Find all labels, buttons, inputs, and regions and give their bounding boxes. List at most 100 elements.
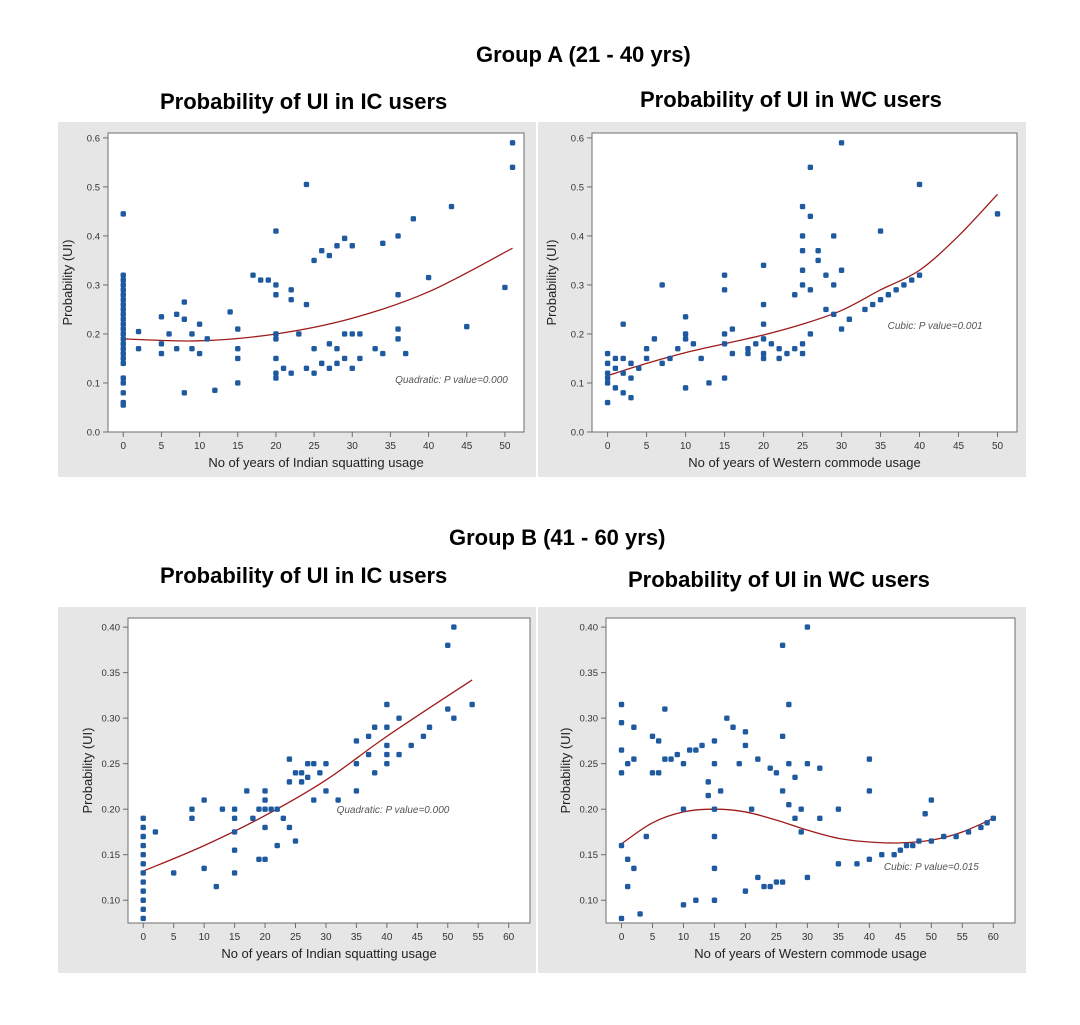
chart-2-data-point	[706, 380, 712, 386]
chart-1-x-tick-label: 10	[194, 441, 206, 452]
chart-2-data-point	[604, 380, 611, 386]
chart-4-x-tick-label: 10	[678, 932, 690, 943]
chart-1-data-point	[120, 336, 126, 342]
chart-2-data-point	[659, 360, 665, 367]
chart-3-data-point	[469, 701, 475, 708]
chart-4-data-point	[792, 815, 798, 821]
chart-4-data-point	[711, 806, 718, 812]
chart-3-data-point	[323, 788, 329, 794]
chart-1-data-point	[250, 272, 256, 278]
group-a-title: Group A (21 - 40 yrs)	[476, 42, 691, 67]
chart-4-data-point	[835, 806, 842, 812]
chart-1-data-point	[257, 277, 264, 283]
chart-4-data-point	[730, 724, 736, 730]
chart-3-data-point	[311, 797, 317, 803]
chart-2-data-point	[604, 370, 611, 376]
chart-2-data-point	[721, 341, 728, 347]
chart-1-data-point	[120, 287, 126, 293]
chart-1-data-point	[120, 331, 126, 337]
chart-4-data-point	[631, 756, 637, 762]
chart-2-data-point	[916, 272, 923, 278]
chart-2-y-axis-label: Probability (UI)	[544, 240, 559, 326]
chart-1-data-point	[212, 387, 218, 394]
chart-2-data-point	[909, 277, 915, 283]
chart-4-data-point	[736, 760, 742, 767]
chart-2-y-tick-label: 0.6	[571, 133, 584, 144]
chart-4-data-point	[891, 852, 897, 858]
chart-1-data-point	[120, 277, 126, 283]
chart-3-x-axis-label: No of years of Indian squatting usage	[221, 946, 436, 961]
chart-4-data-point	[804, 760, 811, 767]
chart-4-x-tick-label: 0	[619, 932, 625, 943]
chart-2-data-point	[612, 385, 619, 391]
chart-4-data-point	[680, 806, 687, 812]
chart-4-data-point	[711, 897, 718, 903]
chart-2-x-tick-label: 25	[797, 441, 809, 452]
chart-2-data-point	[799, 233, 806, 239]
chart-2-data-point	[604, 399, 611, 406]
chart-1-data-point	[235, 326, 241, 332]
chart-4-x-tick-label: 40	[864, 932, 876, 943]
chart-1-fit-annotation: Quadratic: P value=0.000	[395, 375, 508, 386]
chart-3-data-point	[231, 806, 238, 812]
chart-2-data-point	[815, 257, 821, 264]
chart-3-data-point	[213, 883, 220, 890]
chart-2-x-tick-label: 45	[953, 441, 965, 452]
chart-2-data-point	[745, 350, 751, 357]
chart-2-data-point	[698, 355, 704, 362]
chart-1-x-tick-label: 15	[232, 441, 244, 452]
chart-2-x-tick-label: 40	[914, 441, 926, 452]
chart-2-x-tick-label: 35	[875, 441, 887, 452]
chart-4-y-axis-label: Probability (UI)	[558, 728, 573, 814]
chart-4-x-tick-label: 15	[709, 932, 721, 943]
chart-2-data-point	[831, 233, 837, 239]
chart-4-data-point	[984, 820, 990, 826]
chart-4-y-tick-label: 0.15	[580, 850, 599, 861]
chart-2-data-point	[604, 375, 611, 381]
chart-2-data-point	[628, 394, 634, 401]
chart-3-data-point	[298, 770, 305, 776]
chart-1-data-point	[303, 301, 310, 308]
chart-1-data-point	[349, 365, 355, 371]
chart-3-data-point	[304, 760, 311, 767]
chart-1-y-axis-label: Probability (UI)	[60, 240, 75, 326]
chart-3-y-axis-label: Probability (UI)	[80, 728, 95, 814]
chart-2-data-point	[994, 211, 1001, 217]
chart-3-data-point	[286, 824, 293, 831]
chart-3-data-point	[140, 861, 146, 867]
chart-2-data-point	[760, 321, 767, 327]
chart-4-x-tick-label: 45	[895, 932, 907, 943]
chart-4-y-tick-label: 0.10	[580, 896, 599, 907]
chart-1-data-point	[181, 316, 188, 322]
chart-1-data-point	[196, 350, 203, 357]
chart-1-data-point	[181, 299, 188, 305]
chart-4-data-point	[711, 865, 718, 872]
chart-1-data-point	[120, 341, 126, 347]
chart-1-y-tick-label: 0.3	[87, 280, 100, 291]
chart-1-data-point	[120, 272, 126, 278]
chart-1-data-point	[173, 345, 180, 352]
chart-4-x-tick-label: 5	[650, 932, 656, 943]
chart-1-panel: 0 5 10 15 20 25 30 35 40 45 50 0.0 0.1 0.2 0.3 0.4 0.5 0.…	[58, 122, 536, 477]
chart-4-data-point	[631, 865, 637, 872]
chart-1-data-point	[502, 284, 508, 291]
chart-4-data-point	[618, 842, 625, 849]
chart-3-panel: 0 5 10 15 20 25 30 35 40 45 50 55 60 0.10 0.15 0.20 0.25…	[58, 607, 536, 973]
chart-2-data-point	[760, 336, 767, 342]
chart-2-title: Probability of UI in WC users	[640, 87, 942, 112]
chart-1-data-point	[273, 375, 279, 381]
chart-1-data-point	[326, 365, 333, 371]
chart-4-data-point	[649, 770, 656, 776]
chart-4-x-tick-label: 60	[988, 932, 1000, 943]
chart-4-data-point	[742, 888, 749, 894]
chart-1-data-point	[196, 321, 203, 327]
chart-2-data-point	[838, 326, 845, 332]
chart-4-data-point	[637, 911, 643, 917]
chart-3-x-tick-label: 0	[140, 932, 146, 943]
chart-3-data-point	[231, 847, 238, 853]
chart-4-data-point	[705, 792, 711, 799]
chart-4-data-point	[835, 861, 842, 867]
chart-3-data-point	[231, 870, 238, 876]
chart-3-y-tick-label: 0.20	[102, 805, 121, 816]
chart-2-x-tick-label: 50	[992, 441, 1004, 452]
